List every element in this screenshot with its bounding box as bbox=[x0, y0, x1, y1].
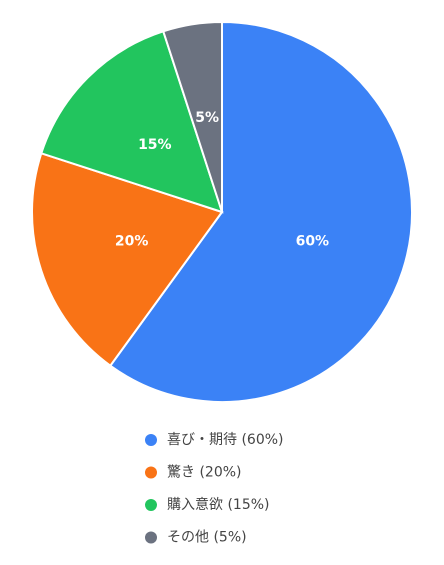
legend-label: 驚き (20%) bbox=[167, 464, 242, 481]
legend-label: 喜び・期待 (60%) bbox=[167, 432, 284, 448]
legend-marker bbox=[145, 434, 157, 446]
data-label: 15% bbox=[138, 137, 172, 153]
data-label: 60% bbox=[296, 233, 330, 249]
legend-marker bbox=[145, 531, 157, 544]
pie-slice bbox=[40, 30, 224, 214]
legend-label: 購入意欲 (15%) bbox=[167, 496, 270, 513]
legend-marker bbox=[145, 499, 157, 511]
data-label: 5% bbox=[195, 110, 219, 126]
legend-marker bbox=[145, 466, 157, 479]
pie-slice bbox=[162, 20, 223, 213]
data-label: 20% bbox=[115, 233, 149, 249]
pie-slice bbox=[108, 20, 413, 403]
legend-label: その他 (5%) bbox=[167, 530, 247, 546]
pie-slice bbox=[31, 152, 224, 368]
